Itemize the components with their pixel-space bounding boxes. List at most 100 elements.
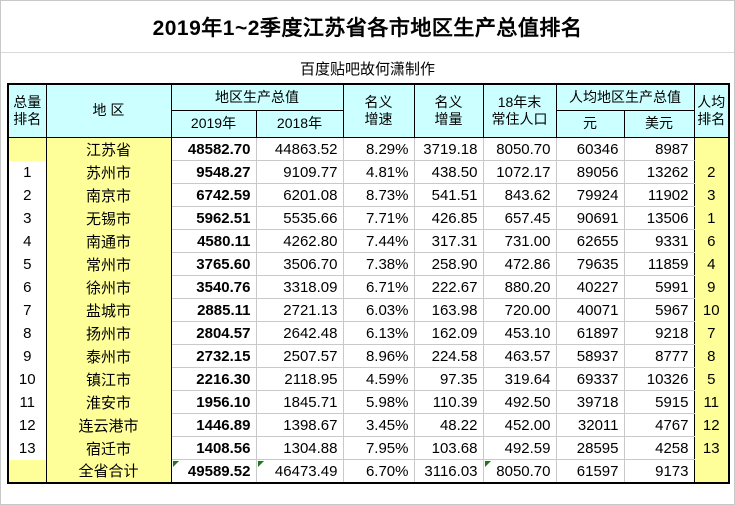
percap-rank-cell: 2	[694, 160, 729, 184]
percap-rank-cell: 4	[694, 252, 729, 276]
gdp-2019-cell: 1408.56	[170, 436, 257, 460]
header-percap-yuan: 元	[555, 110, 625, 138]
header-percap-rank-line1: 人均	[697, 93, 726, 110]
region-cell: 江苏省	[45, 137, 172, 161]
total-rank-cell: 4	[8, 229, 47, 253]
percap-yuan-cell: 61597	[555, 459, 625, 484]
header-increment-line1: 名义	[434, 93, 463, 110]
growth-cell: 7.38%	[342, 252, 415, 276]
population-cell: 463.57	[482, 344, 557, 368]
percap-rank-cell: 10	[694, 298, 729, 322]
gdp-2018-cell: 6201.08	[255, 183, 344, 207]
gdp-ranking-table: 总量 排名 地 区 地区生产总值 名义 增速 名义 增量 18年末 常住人口 人…	[7, 83, 730, 484]
table-row: 13 宿迁市 1408.56 1304.88 7.95% 103.68 492.59 2859…	[8, 436, 729, 460]
percap-rank-cell	[694, 137, 729, 161]
total-rank-cell: 8	[8, 321, 47, 345]
region-cell: 全省合计	[45, 459, 172, 483]
header-percap-rank-line2: 排名	[697, 111, 726, 127]
growth-cell: 8.29%	[342, 137, 415, 161]
table-row: 5 常州市 3765.60 3506.70 7.38% 258.90 472.86 79635…	[8, 252, 729, 276]
increment-cell: 163.98	[413, 298, 484, 322]
growth-cell: 4.59%	[342, 367, 415, 391]
increment-cell: 438.50	[413, 160, 484, 184]
growth-cell: 7.44%	[342, 229, 415, 253]
gdp-2019-cell: 4580.11	[170, 229, 257, 253]
gdp-2018-cell: 44863.52	[255, 137, 344, 161]
percap-rank-cell: 8	[694, 344, 729, 368]
header-growth-line1: 名义	[364, 93, 393, 110]
header-percap-usd: 美元	[623, 110, 695, 138]
region-cell: 常州市	[45, 252, 172, 276]
gdp-2019-cell: 3765.60	[170, 252, 257, 276]
total-rank-cell	[8, 137, 47, 161]
region-cell: 无锡市	[45, 206, 172, 230]
table-row: 1 苏州市 9548.27 9109.77 4.81% 438.50 1072.17 8905…	[8, 160, 729, 184]
total-rank-cell: 9	[8, 344, 47, 368]
total-rank-cell: 7	[8, 298, 47, 322]
gdp-2019-cell: 2732.15	[170, 344, 257, 368]
population-cell: 731.00	[482, 229, 557, 253]
page-title: 2019年1~2季度江苏省各市地区生产总值排名	[1, 1, 734, 53]
gdp-2019-cell: 6742.59	[170, 183, 257, 207]
region-cell: 南通市	[45, 229, 172, 253]
gdp-2019-cell: 1956.10	[170, 390, 257, 414]
header-percap-rank: 人均 排名	[693, 83, 730, 138]
region-cell: 苏州市	[45, 160, 172, 184]
percap-rank-cell: 12	[694, 413, 729, 437]
region-cell: 徐州市	[45, 275, 172, 299]
total-rank-cell: 1	[8, 160, 47, 184]
percap-yuan-cell: 89056	[555, 160, 625, 184]
table-row: 11 淮安市 1956.10 1845.71 5.98% 110.39 492.50 3971…	[8, 390, 729, 414]
gdp-2018-cell: 2642.48	[255, 321, 344, 345]
increment-cell: 258.90	[413, 252, 484, 276]
table-row: 7 盐城市 2885.11 2721.13 6.03% 163.98 720.00 40071…	[8, 298, 729, 322]
gdp-2019-cell: 2885.11	[170, 298, 257, 322]
growth-cell: 6.70%	[342, 459, 415, 484]
percap-usd-cell: 8987	[623, 137, 695, 161]
region-cell: 宿迁市	[45, 436, 172, 460]
growth-cell: 6.13%	[342, 321, 415, 345]
population-cell: 8050.70	[482, 459, 557, 484]
gdp-2019-cell: 2804.57	[170, 321, 257, 345]
gdp-2018-cell: 2118.95	[255, 367, 344, 391]
growth-cell: 6.71%	[342, 275, 415, 299]
region-cell: 盐城市	[45, 298, 172, 322]
percap-usd-cell: 10326	[623, 367, 695, 391]
table-row: 6 徐州市 3540.76 3318.09 6.71% 222.67 880.20 40227…	[8, 275, 729, 299]
percap-usd-cell: 11902	[623, 183, 695, 207]
increment-cell: 3116.03	[413, 459, 484, 484]
page-subtitle: 百度贴吧故何潇制作	[299, 60, 435, 78]
percap-yuan-cell: 40071	[555, 298, 625, 322]
percap-usd-cell: 13506	[623, 206, 695, 230]
gdp-2018-cell: 9109.77	[255, 160, 344, 184]
percap-yuan-cell: 61897	[555, 321, 625, 345]
region-cell: 淮安市	[45, 390, 172, 414]
percap-rank-cell: 11	[694, 390, 729, 414]
population-cell: 319.64	[482, 367, 557, 391]
header-population-line2: 常住人口	[491, 111, 548, 127]
growth-cell: 5.98%	[342, 390, 415, 414]
increment-cell: 222.67	[413, 275, 484, 299]
region-cell: 扬州市	[45, 321, 172, 345]
table-row: 江苏省 48582.70 44863.52 8.29% 3719.18 8050.70 60…	[8, 137, 729, 161]
table-row: 全省合计 49589.52 46473.49 6.70% 3116.03 8050.70 6…	[8, 459, 729, 484]
gdp-2018-cell: 1845.71	[255, 390, 344, 414]
percap-usd-cell: 5991	[623, 275, 695, 299]
percap-rank-cell: 3	[694, 183, 729, 207]
percap-yuan-cell: 39718	[555, 390, 625, 414]
header-total-rank-line1: 总量	[13, 93, 42, 110]
population-cell: 8050.70	[482, 137, 557, 161]
gdp-2019-cell: 1446.89	[170, 413, 257, 437]
percap-yuan-cell: 69337	[555, 367, 625, 391]
region-cell: 南京市	[45, 183, 172, 207]
percap-rank-cell: 9	[694, 275, 729, 299]
increment-cell: 48.22	[413, 413, 484, 437]
header-growth-line2: 增速	[364, 111, 393, 127]
percap-yuan-cell: 32011	[555, 413, 625, 437]
increment-cell: 103.68	[413, 436, 484, 460]
gdp-2018-cell: 46473.49	[255, 459, 344, 484]
population-cell: 492.50	[482, 390, 557, 414]
total-rank-cell: 5	[8, 252, 47, 276]
population-cell: 492.59	[482, 436, 557, 460]
